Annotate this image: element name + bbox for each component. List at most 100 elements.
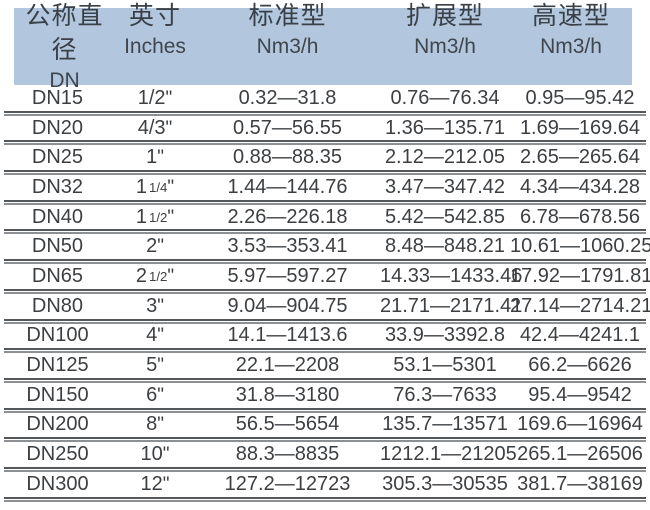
cell-extended-range: 14.33—1433.46 [380, 264, 523, 287]
cell-extended-range: 1212.1—21205 [380, 443, 517, 466]
cell-extended-range: 8.48—848.21 [384, 235, 506, 258]
separator-line-top [4, 318, 646, 321]
cell-dn: DN65 [31, 264, 84, 287]
separator-line-top [4, 170, 646, 173]
table-row: DN80 3" 9.04—904.75 21.71—2171.41 27.14—… [0, 294, 650, 319]
cell-highspeed-range: 10.61—1060.25 [510, 235, 650, 258]
column-title: 英寸 [128, 1, 181, 30]
cell-extended-range: 135.7—13571 [382, 413, 508, 436]
cell-extended-range: 33.9—3392.8 [384, 324, 506, 347]
cell-highspeed-range: 4.34—434.28 [519, 175, 641, 198]
column-header-dn: 公称直径 DN [14, 0, 115, 95]
table-row: DN125 5" 22.1—2208 53.1—5301 66.2—6626 [0, 353, 650, 378]
cell-inches: 12" [140, 472, 170, 495]
row-separator [4, 170, 646, 176]
cell-extended-range: 305.3—30535 [382, 472, 508, 495]
cell-standard-range: 22.1—2208 [235, 354, 340, 377]
cell-highspeed-range: 2.65—265.64 [519, 146, 641, 169]
table-row: DN32 1 1/4" 1.44—144.76 3.47—347.42 4.34—… [0, 175, 650, 200]
separator-line-bottom [4, 113, 646, 116]
cell-inches: 1" [146, 146, 164, 169]
column-subtitle: DN [49, 68, 80, 92]
separator-line-bottom [4, 202, 646, 205]
cell-extended-range: 3.47—347.42 [384, 175, 506, 198]
cell-inches: 4/3" [137, 116, 173, 139]
cell-dn: DN150 [26, 383, 89, 406]
separator-line-bottom [4, 380, 646, 383]
separator-line-top [4, 407, 646, 410]
cell-inches: 3" [146, 294, 164, 317]
cell-standard-range: 56.5—5654 [235, 413, 340, 436]
cell-dn: DN125 [26, 354, 89, 377]
separator-line-bottom [4, 232, 646, 235]
table-row: DN65 2 1/2" 5.97—597.27 14.33—1433.46 17.… [0, 264, 650, 289]
cell-highspeed-range: 265.1—26506 [517, 443, 643, 466]
cell-dn: DN40 [31, 205, 84, 228]
cell-extended-range: 53.1—5301 [393, 354, 497, 377]
table-row: DN250 10" 88.3—8835 1212.1—21205 265.1—2… [0, 442, 650, 467]
cell-highspeed-range: 95.4—9542 [528, 383, 632, 406]
cell-standard-range: 0.57—56.55 [233, 116, 342, 139]
column-header-extended: 扩展型 Nm3/h [380, 0, 510, 95]
cell-standard-range: 31.8—3180 [235, 383, 340, 406]
cell-inches: 1 1/2" [135, 205, 175, 228]
row-separator [4, 377, 646, 383]
row-separator [4, 259, 646, 265]
cell-extended-range: 1.36—135.71 [384, 116, 506, 139]
cell-inches: 1/2" [137, 86, 173, 109]
cell-dn: DN80 [31, 294, 84, 317]
separator-line-bottom [4, 351, 646, 354]
row-separator [4, 288, 646, 294]
cell-inches: 8" [146, 413, 164, 436]
table-row: DN300 12" 127.2—12723 305.3—30535 381.7—… [0, 472, 650, 497]
separator-line-bottom [4, 410, 646, 413]
row-separator [4, 318, 646, 324]
cell-highspeed-range: 381.7—38169 [517, 472, 643, 495]
separator-line-bottom [4, 143, 646, 146]
row-separator [4, 466, 646, 472]
cell-highspeed-range: 66.2—6626 [528, 354, 632, 377]
separator-line-top [4, 259, 646, 262]
cell-extended-range: 5.42—542.85 [384, 205, 506, 228]
column-title: 标准型 [248, 1, 327, 30]
column-header-inches: 英寸 Inches [115, 0, 195, 95]
row-separator [4, 199, 646, 205]
cell-inches: 10" [140, 443, 170, 466]
cell-dn: DN25 [31, 146, 84, 169]
separator-line-top [4, 496, 646, 499]
separator-line-top [4, 348, 646, 351]
separator-line-top [4, 199, 646, 202]
cell-standard-range: 0.88—88.35 [233, 146, 342, 169]
table-row: DN20 4/3" 0.57—56.55 1.36—135.71 1.69—16… [0, 116, 650, 141]
separator-line-bottom [4, 499, 646, 502]
separator-line-bottom [4, 173, 646, 176]
separator-line-bottom [4, 469, 646, 472]
cell-highspeed-range: 0.95—95.42 [525, 86, 635, 109]
table-row: DN40 1 1/2" 2.26—226.18 5.42—542.85 6.78—… [0, 205, 650, 230]
cell-highspeed-range: 6.78—678.56 [519, 205, 641, 228]
column-subtitle: Nm3/h [540, 34, 602, 58]
cell-standard-range: 5.97—597.27 [227, 264, 348, 287]
cell-inches: 1 1/4" [135, 175, 175, 198]
cell-standard-range: 14.1—1413.6 [227, 324, 348, 347]
column-title: 高速型 [531, 1, 610, 30]
cell-highspeed-range: 27.14—2714.21 [510, 294, 650, 317]
cell-dn: DN300 [26, 472, 89, 495]
cell-dn: DN100 [26, 324, 89, 347]
row-separator [4, 407, 646, 413]
cell-standard-range: 88.3—8835 [235, 443, 340, 466]
cell-inches: 2 1/2" [135, 264, 175, 287]
row-separator [4, 229, 646, 235]
cell-standard-range: 3.53—353.41 [227, 235, 348, 258]
separator-line-bottom [4, 262, 646, 265]
cell-highspeed-range: 17.92—1791.81 [510, 264, 650, 287]
row-separator [4, 437, 646, 443]
separator-line-top [4, 288, 646, 291]
cell-standard-range: 0.32—31.8 [238, 86, 337, 109]
separator-line-top [4, 466, 646, 469]
table-row: DN100 4" 14.1—1413.6 33.9—3392.8 42.4—42… [0, 324, 650, 349]
cell-standard-range: 127.2—12723 [224, 472, 351, 495]
table-row: DN15 1/2" 0.32—31.8 0.76—76.34 0.95—95.4… [0, 86, 650, 111]
cell-dn: DN32 [31, 175, 84, 198]
